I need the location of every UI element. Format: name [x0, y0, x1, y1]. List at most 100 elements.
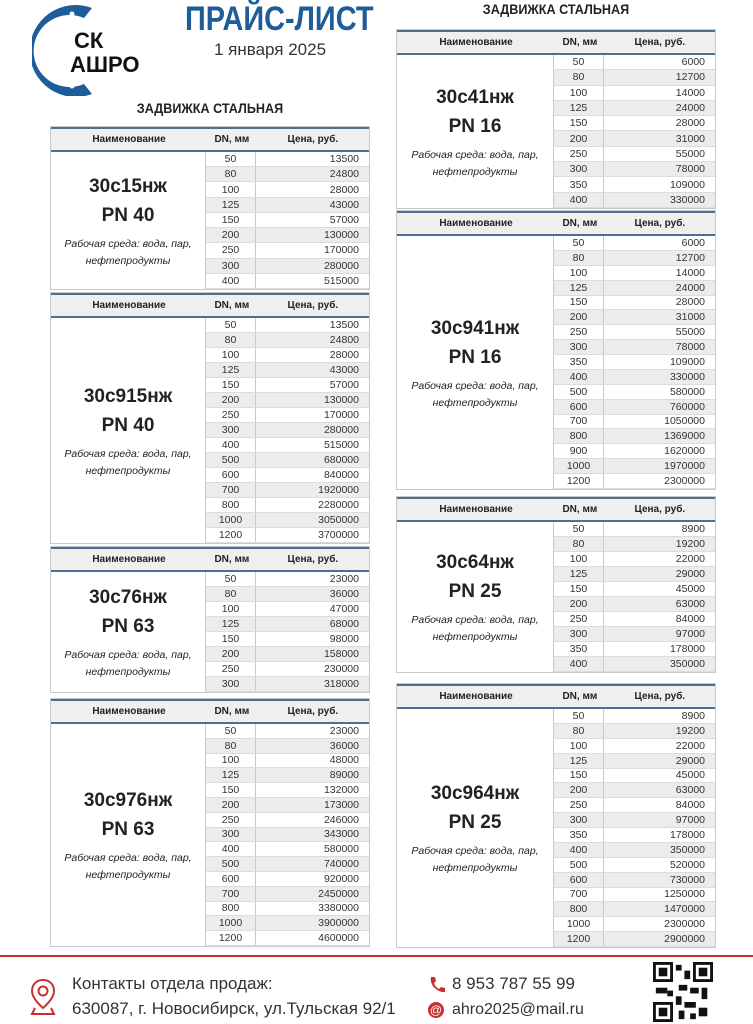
dn-value: 300	[206, 677, 256, 691]
price-value: 740000	[323, 858, 359, 871]
table-row: 150 57000	[206, 212, 369, 229]
price-value: 63000	[675, 598, 705, 610]
price-value: 43000	[329, 198, 359, 211]
dn-value: 1000	[554, 459, 604, 473]
table-row: 250 55000	[554, 325, 715, 341]
price-value: 330000	[669, 370, 705, 383]
model-name: 30с964нж	[430, 783, 520, 804]
price-value: 84000	[675, 799, 705, 812]
column-dn: DN, мм	[214, 300, 250, 311]
dn-value: 80	[206, 333, 256, 347]
price-value: 350000	[669, 843, 705, 856]
price-value: 12700	[675, 251, 705, 264]
table-row: 150 45000	[554, 768, 715, 784]
table-row: 700 2450000	[206, 886, 369, 902]
price-value: 170000	[323, 244, 359, 257]
table-row: 1200 2300000	[554, 474, 715, 489]
price-value: 8900	[681, 709, 705, 722]
dn-value: 400	[206, 842, 256, 857]
dn-value: 400	[554, 842, 604, 857]
price-value: 89000	[329, 769, 359, 782]
table-row: 400 350000	[554, 842, 715, 858]
contacts-label: Контакты отдела продаж:	[72, 974, 273, 993]
price-value: 97000	[675, 814, 705, 827]
column-price: Цена, руб.	[287, 134, 339, 145]
table-header: Наименование DN, мм Цена, руб.	[51, 127, 369, 152]
price-value: 130000	[323, 229, 359, 242]
working-medium: Рабочая среда: вода, пар, нефтепродукты	[411, 845, 539, 874]
table-row: 250 84000	[554, 612, 715, 627]
table-row: 80 12700	[554, 250, 715, 266]
table-row: 600 730000	[554, 872, 715, 888]
dn-value: 800	[206, 498, 256, 512]
table-row: 50 13500	[206, 152, 369, 168]
table-header: Наименование DN, мм Цена, руб.	[51, 699, 369, 724]
table-row: 80 36000	[206, 587, 369, 602]
email-link[interactable]: ahro2025@mail.ru	[452, 1001, 584, 1018]
table-row: 300 97000	[554, 627, 715, 642]
working-medium: Рабочая среда: вода, пар, нефтепродукты	[64, 649, 192, 678]
column-name: Наименование	[92, 300, 166, 311]
table-row: 80 19200	[554, 723, 715, 739]
table-row: 800 1369000	[554, 429, 715, 445]
price-value: 97000	[675, 628, 705, 640]
table-row: 500 520000	[554, 857, 715, 873]
price-value: 4600000	[318, 932, 359, 945]
table-row: 500 580000	[554, 384, 715, 400]
product-name-cell: 30с15нж PN 40 Рабочая среда: вода, пар, …	[51, 152, 205, 289]
dn-value: 200	[554, 131, 604, 146]
dn-value: 600	[206, 468, 256, 482]
product-name-cell: 30с76нж PN 63 Рабочая среда: вода, пар, …	[51, 572, 205, 692]
price-value: 2280000	[318, 499, 359, 511]
location-pin-icon	[30, 978, 56, 1015]
dn-value: 125	[554, 100, 604, 116]
table-row: 50 13500	[206, 318, 369, 333]
dn-value: 200	[554, 783, 604, 798]
table-row: 350 178000	[554, 642, 715, 657]
table-row: 500 740000	[206, 857, 369, 872]
dn-value: 500	[554, 384, 604, 399]
pressure-rating: PN 63	[101, 616, 155, 637]
table-row: 200 173000	[206, 797, 369, 813]
dn-value: 400	[206, 438, 256, 452]
price-value: 580000	[669, 385, 705, 398]
pressure-rating: PN 63	[101, 819, 155, 840]
dn-value: 100	[206, 182, 256, 197]
dn-value: 100	[554, 552, 604, 566]
table-row: 50 23000	[206, 724, 369, 739]
price-value: 158000	[323, 648, 359, 660]
price-value: 1250000	[664, 888, 705, 901]
column-dn: DN, мм	[562, 691, 598, 702]
dn-value: 200	[206, 393, 256, 407]
dn-value: 700	[554, 414, 604, 429]
table-header: Наименование DN, мм Цена, руб.	[51, 293, 369, 318]
price-value: 28000	[329, 183, 359, 196]
table-row: 400 350000	[554, 657, 715, 672]
price-value: 1369000	[664, 430, 705, 443]
email-icon: @	[428, 1002, 444, 1018]
dn-value: 50	[554, 236, 604, 250]
price-value: 45000	[675, 769, 705, 782]
table-row: 50 8900	[554, 522, 715, 537]
dn-value: 250	[206, 812, 256, 827]
qr-code[interactable]	[653, 962, 713, 1022]
dn-value: 400	[206, 273, 256, 288]
product-name-cell: 30с64нж PN 25 Рабочая среда: вода, пар, …	[397, 522, 553, 672]
working-medium: Рабочая среда: вода, пар, нефтепродукты	[64, 447, 192, 477]
column-dn: DN, мм	[214, 706, 250, 717]
phone-number[interactable]: 8 953 787 55 99	[452, 974, 575, 993]
column-price: Цена, руб.	[287, 300, 339, 311]
column-price: Цена, руб.	[287, 554, 339, 565]
price-value: 19200	[675, 724, 705, 737]
pressure-rating: PN 16	[448, 115, 502, 137]
price-value: 3900000	[318, 917, 359, 930]
price-value: 84000	[675, 613, 705, 625]
price-value: 109000	[669, 355, 705, 368]
dn-value: 250	[554, 798, 604, 813]
phone-icon	[430, 977, 445, 993]
table-row: 80 24800	[206, 333, 369, 348]
table-row: 300 280000	[206, 258, 369, 274]
price-value: 6000	[681, 236, 705, 249]
price-value: 109000	[669, 178, 705, 191]
dn-value: 300	[206, 258, 256, 273]
